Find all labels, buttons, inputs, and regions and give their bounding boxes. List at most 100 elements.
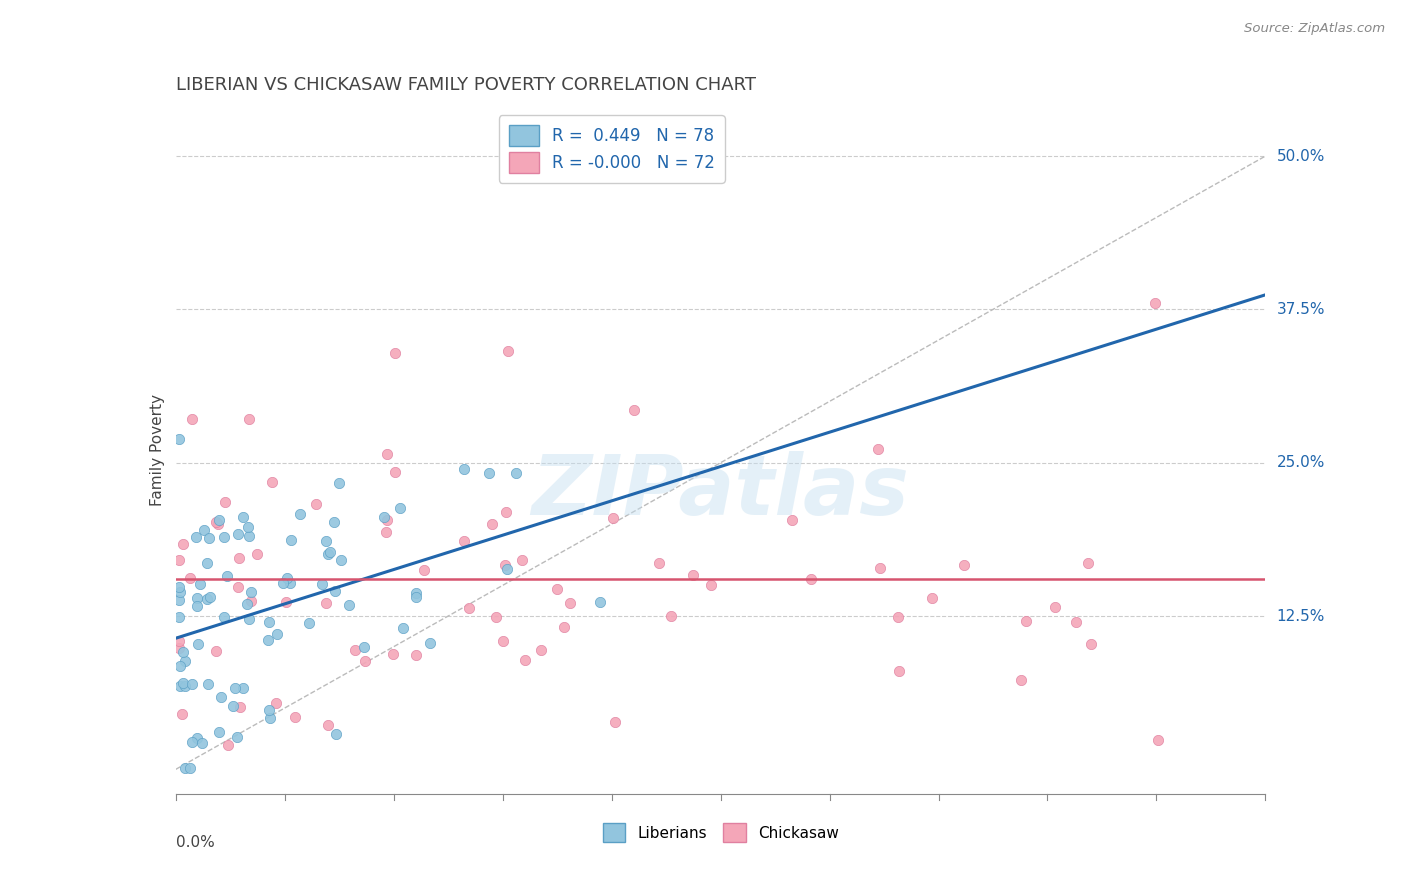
- Point: [558, 595, 581, 609]
- Point: [453, 462, 475, 476]
- Point: [276, 571, 298, 585]
- Point: [1015, 614, 1038, 628]
- Point: [1064, 615, 1087, 629]
- Point: [186, 599, 208, 614]
- Point: [186, 530, 208, 544]
- Point: [173, 761, 195, 775]
- Point: [328, 475, 350, 490]
- Point: [602, 510, 624, 524]
- Point: [515, 653, 537, 667]
- Point: [193, 523, 215, 537]
- Point: [323, 584, 346, 599]
- Point: [869, 560, 891, 574]
- Point: [174, 654, 197, 668]
- Point: [246, 547, 269, 561]
- Point: [1080, 637, 1102, 651]
- Point: [921, 591, 943, 605]
- Point: [384, 346, 406, 360]
- Point: [1010, 673, 1032, 687]
- Point: [283, 710, 305, 724]
- Point: [229, 700, 252, 714]
- Point: [800, 572, 823, 586]
- Point: [271, 575, 294, 590]
- Point: [212, 610, 235, 624]
- Point: [259, 711, 281, 725]
- Text: LIBERIAN VS CHICKASAW FAMILY POVERTY CORRELATION CHART: LIBERIAN VS CHICKASAW FAMILY POVERTY COR…: [176, 77, 756, 95]
- Text: 50.0%: 50.0%: [1277, 149, 1324, 163]
- Point: [205, 644, 228, 658]
- Point: [172, 675, 194, 690]
- Point: [316, 718, 339, 732]
- Point: [169, 641, 191, 656]
- Point: [305, 497, 328, 511]
- Point: [180, 734, 202, 748]
- Point: [186, 591, 208, 605]
- Point: [169, 581, 191, 595]
- Point: [198, 590, 221, 604]
- Point: [496, 561, 519, 575]
- Point: [405, 648, 427, 662]
- Point: [492, 634, 515, 648]
- Point: [887, 609, 910, 624]
- Point: [238, 612, 260, 626]
- Point: [266, 627, 288, 641]
- Point: [179, 761, 201, 775]
- Point: [318, 545, 340, 559]
- Point: [256, 633, 278, 648]
- Point: [546, 582, 568, 596]
- Point: [603, 714, 626, 729]
- Point: [405, 590, 427, 604]
- Point: [375, 524, 398, 539]
- Point: [952, 558, 974, 573]
- Point: [494, 558, 516, 572]
- Point: [232, 510, 254, 524]
- Point: [169, 633, 191, 648]
- Point: [623, 402, 645, 417]
- Point: [495, 505, 517, 519]
- Point: [169, 679, 191, 693]
- Point: [232, 681, 254, 695]
- Point: [343, 642, 366, 657]
- Point: [173, 679, 195, 693]
- Point: [169, 432, 191, 446]
- Point: [191, 736, 214, 750]
- Point: [389, 501, 412, 516]
- Point: [169, 552, 191, 566]
- Point: [169, 658, 191, 673]
- Point: [1077, 557, 1099, 571]
- Point: [780, 513, 803, 527]
- Point: [682, 568, 704, 582]
- Point: [700, 578, 723, 592]
- Point: [868, 442, 890, 456]
- Point: [458, 600, 481, 615]
- Point: [257, 703, 280, 717]
- Point: [195, 592, 218, 607]
- Point: [169, 593, 191, 607]
- Point: [169, 610, 191, 624]
- Point: [169, 585, 191, 599]
- Point: [375, 447, 398, 461]
- Point: [478, 466, 501, 480]
- Point: [186, 731, 208, 745]
- Point: [235, 597, 257, 611]
- Point: [315, 596, 337, 610]
- Point: [228, 551, 250, 566]
- Point: [419, 636, 441, 650]
- Point: [181, 412, 204, 426]
- Point: [170, 707, 193, 722]
- Point: [530, 643, 553, 657]
- Point: [453, 534, 475, 549]
- Point: [315, 533, 337, 548]
- Point: [377, 513, 399, 527]
- Text: 25.0%: 25.0%: [1277, 455, 1324, 470]
- Point: [195, 556, 218, 570]
- Point: [353, 640, 375, 655]
- Point: [290, 508, 312, 522]
- Legend: Liberians, Chickasaw: Liberians, Chickasaw: [596, 817, 845, 848]
- Point: [298, 616, 321, 631]
- Point: [228, 581, 250, 595]
- Point: [311, 576, 333, 591]
- Text: Source: ZipAtlas.com: Source: ZipAtlas.com: [1244, 22, 1385, 36]
- Point: [278, 575, 301, 590]
- Point: [1144, 296, 1167, 310]
